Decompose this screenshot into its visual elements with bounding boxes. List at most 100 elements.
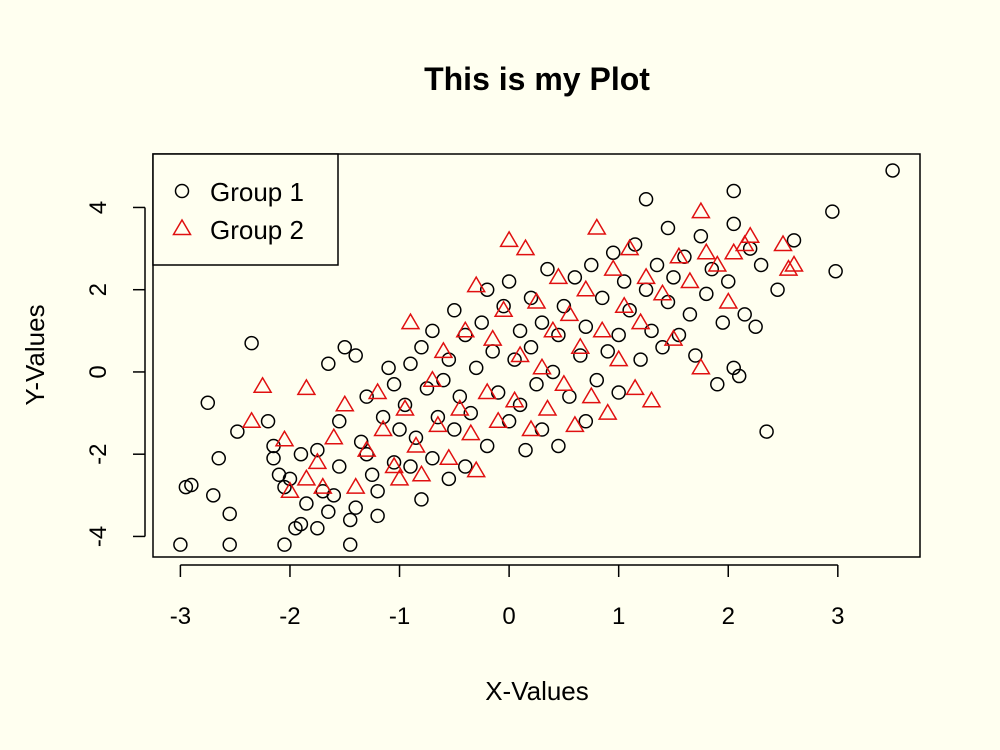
data-point-group-2 xyxy=(334,394,355,412)
data-point-group-1 xyxy=(633,352,648,367)
data-point-group-2 xyxy=(778,259,799,276)
data-point-group-2 xyxy=(691,201,711,219)
data-point-group-2 xyxy=(696,242,717,260)
data-point-group-1 xyxy=(359,389,374,404)
data-point-group-1 xyxy=(699,286,714,302)
data-point-group-2 xyxy=(252,376,273,394)
data-point-group-2 xyxy=(691,357,711,375)
data-point-group-1 xyxy=(534,315,550,330)
data-point-group-2 xyxy=(307,452,328,470)
data-point-group-2 xyxy=(521,419,541,437)
data-point-group-2 xyxy=(466,275,487,293)
data-point-group-2 xyxy=(373,419,393,437)
data-point-group-2 xyxy=(280,481,300,498)
data-point-group-2 xyxy=(296,468,317,486)
data-point-group-1 xyxy=(770,282,785,297)
data-point-group-1 xyxy=(523,340,539,355)
data-point-group-1 xyxy=(759,424,774,439)
data-point-group-1 xyxy=(573,348,588,363)
data-point-group-1 xyxy=(277,537,292,552)
data-point-group-2 xyxy=(773,234,793,252)
data-point-group-1 xyxy=(584,257,599,273)
data-point-group-2 xyxy=(395,399,415,416)
data-point-group-1 xyxy=(715,315,731,330)
data-point-group-2 xyxy=(636,267,656,285)
data-point-group-1 xyxy=(381,360,396,376)
data-point-group-1 xyxy=(173,537,188,552)
data-point-group-2 xyxy=(477,382,498,400)
data-point-group-1 xyxy=(397,397,413,413)
data-point-group-1 xyxy=(425,451,440,466)
data-point-group-2 xyxy=(411,464,432,482)
data-point-group-1 xyxy=(578,319,594,334)
data-point-group-2 xyxy=(565,415,585,433)
legend-box xyxy=(152,153,339,266)
data-point-group-1 xyxy=(321,356,336,371)
data-point-group-2 xyxy=(603,259,624,276)
data-point-group-2 xyxy=(559,304,580,322)
data-point-group-1 xyxy=(337,340,352,355)
y-tick-label: -4 xyxy=(85,526,112,547)
data-point-group-1 xyxy=(211,451,226,466)
data-point-group-1 xyxy=(447,303,462,318)
data-point-group-1 xyxy=(386,377,402,392)
data-point-group-2 xyxy=(554,374,574,392)
data-point-group-1 xyxy=(370,508,385,524)
data-point-group-2 xyxy=(323,427,344,445)
data-point-group-1 xyxy=(463,405,479,421)
data-point-group-1 xyxy=(545,364,561,380)
data-point-group-1 xyxy=(567,270,583,285)
data-point-group-1 xyxy=(753,257,769,273)
data-point-group-1 xyxy=(671,327,687,343)
data-point-group-1 xyxy=(342,537,358,552)
data-point-group-2 xyxy=(592,320,613,338)
data-point-group-1 xyxy=(693,228,709,244)
data-point-group-2 xyxy=(641,390,662,408)
data-point-group-1 xyxy=(660,220,676,236)
data-point-group-2 xyxy=(652,283,673,301)
data-point-group-1 xyxy=(479,282,495,297)
data-point-group-2 xyxy=(680,271,700,289)
legend-label-group-2: Group 2 xyxy=(210,215,304,245)
y-axis: -4 -2 0 2 4 xyxy=(85,201,146,547)
data-point-group-2 xyxy=(608,349,629,367)
data-point-group-1 xyxy=(638,191,654,207)
data-point-group-1 xyxy=(260,414,276,429)
data-point-group-2 xyxy=(449,399,470,416)
data-point-group-1 xyxy=(589,372,605,388)
data-point-group-1 xyxy=(551,438,566,454)
data-point-group-1 xyxy=(688,348,703,363)
data-point-group-1 xyxy=(479,438,495,454)
data-point-group-1 xyxy=(184,477,199,493)
x-axis-label: X-Values xyxy=(485,676,589,706)
x-tick-label: -1 xyxy=(389,603,410,630)
data-point-group-1 xyxy=(375,409,391,425)
data-point-group-2 xyxy=(482,329,503,346)
data-point-group-1 xyxy=(386,455,402,470)
data-point-group-1 xyxy=(408,430,424,445)
y-axis-label: Y-Values xyxy=(20,304,50,405)
data-point-group-1 xyxy=(704,261,720,277)
data-point-group-1 xyxy=(540,261,555,277)
data-point-group-2 xyxy=(570,337,591,355)
data-point-group-1 xyxy=(649,257,665,273)
data-point-group-2 xyxy=(499,230,519,248)
data-point-group-1 xyxy=(447,422,462,437)
data-point-group-2 xyxy=(428,415,448,433)
data-point-group-2 xyxy=(510,345,530,363)
data-point-group-1 xyxy=(496,298,511,314)
series-group-1 xyxy=(173,163,900,552)
data-point-group-1 xyxy=(828,263,843,279)
data-point-group-1 xyxy=(611,385,626,400)
plot-frame xyxy=(152,153,921,558)
x-axis: -3 -2 -1 0 1 2 3 xyxy=(170,564,845,630)
data-point-group-2 xyxy=(312,477,333,494)
data-point-group-1 xyxy=(578,414,594,429)
data-point-group-2 xyxy=(493,300,514,318)
data-point-group-1 xyxy=(332,414,347,429)
data-point-group-1 xyxy=(501,274,517,289)
data-point-group-1 xyxy=(666,270,681,285)
data-point-group-2 xyxy=(537,399,558,416)
data-point-group-1 xyxy=(282,471,298,487)
data-point-group-1 xyxy=(616,274,632,289)
